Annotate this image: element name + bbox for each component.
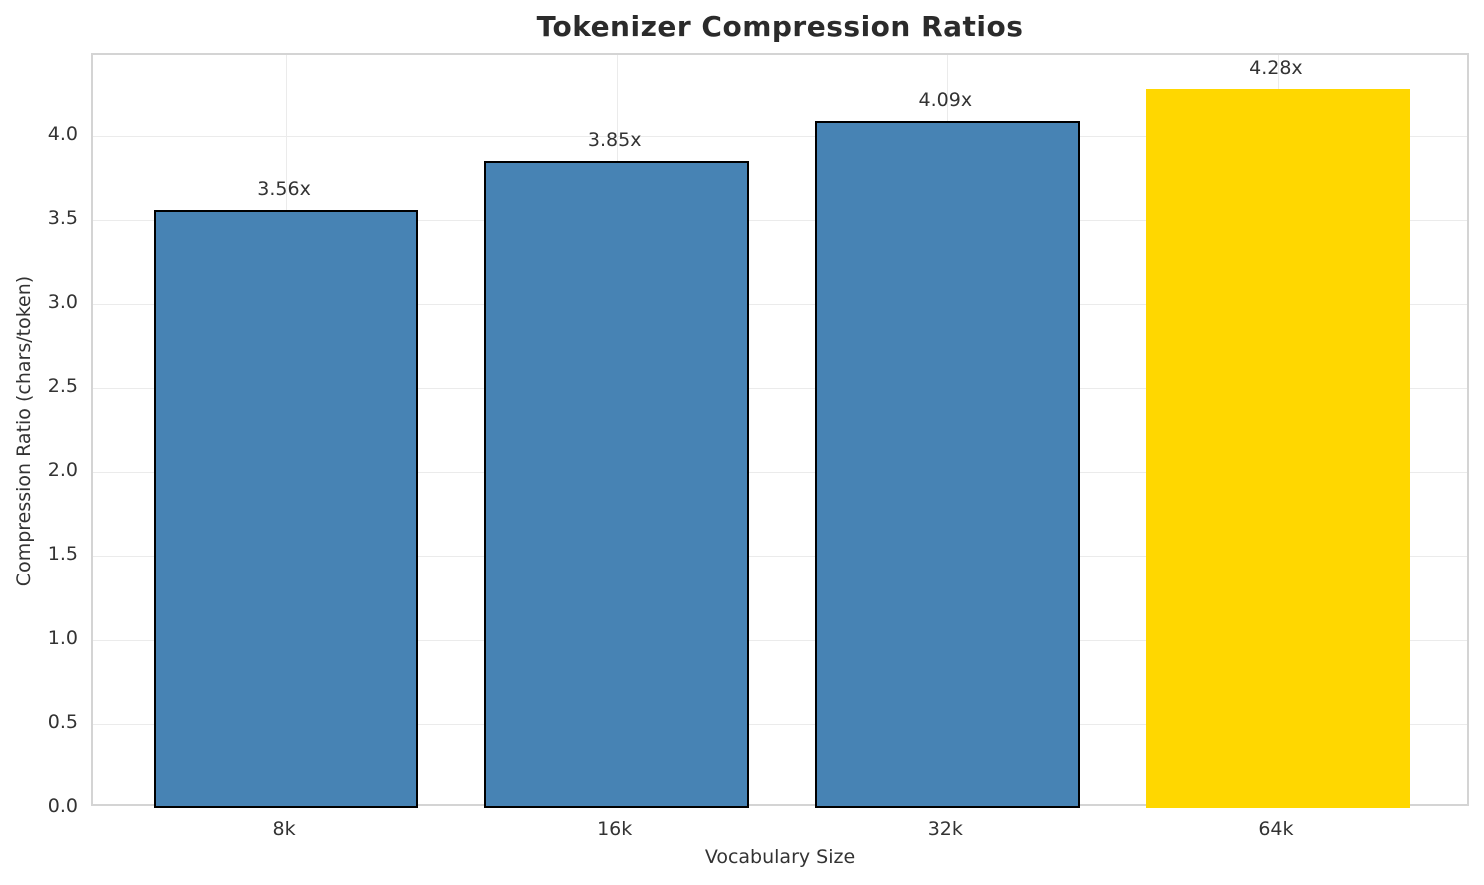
- y-tick-label: 0.5: [47, 710, 78, 733]
- bar-value-label: 4.09x: [918, 88, 973, 111]
- y-tick-label: 2.0: [47, 458, 78, 481]
- bar-value-label: 3.56x: [257, 177, 311, 200]
- x-tick-label: 16k: [597, 818, 633, 840]
- gridline-horizontal: [93, 387, 1467, 389]
- gridline-horizontal: [93, 639, 1467, 641]
- x-tick-label: 32k: [927, 818, 963, 840]
- gridline-horizontal: [93, 303, 1467, 305]
- x-tick-label: 64k: [1258, 818, 1294, 840]
- y-tick-label: 1.5: [47, 542, 78, 565]
- plot-area: [91, 53, 1469, 808]
- bar-16k: [484, 160, 749, 808]
- x-axis-label: Vocabulary Size: [704, 846, 856, 868]
- chart-title: Tokenizer Compression Ratios: [536, 10, 1024, 43]
- gridline-horizontal: [93, 471, 1467, 473]
- bar-64k: [1145, 88, 1411, 808]
- y-axis-label: Compression Ratio (chars/token): [13, 275, 35, 587]
- gridline-horizontal: [93, 135, 1467, 137]
- bar-value-label: 3.85x: [587, 128, 642, 151]
- gridline-horizontal: [93, 723, 1467, 725]
- x-tick-label: 8k: [272, 818, 296, 840]
- bar-value-label: 4.28x: [1249, 56, 1303, 79]
- bar-8k: [153, 209, 419, 808]
- gridline-horizontal: [93, 555, 1467, 557]
- y-tick-label: 2.5: [47, 374, 78, 397]
- y-tick-label: 3.5: [47, 206, 78, 229]
- gridline-horizontal: [93, 219, 1467, 221]
- y-tick-label: 3.0: [47, 290, 78, 313]
- y-tick-label: 4.0: [47, 122, 78, 145]
- bar-32k: [815, 120, 1080, 808]
- y-tick-label: 1.0: [47, 626, 78, 649]
- y-tick-label: 0.0: [47, 795, 78, 817]
